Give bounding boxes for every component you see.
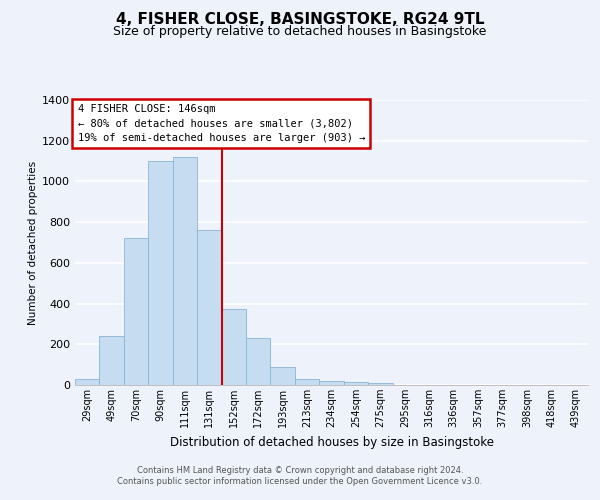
Text: 4 FISHER CLOSE: 146sqm
← 80% of detached houses are smaller (3,802)
19% of semi-: 4 FISHER CLOSE: 146sqm ← 80% of detached… — [77, 104, 365, 143]
Bar — [319, 381, 344, 385]
Bar — [75, 379, 100, 385]
Bar — [368, 384, 392, 385]
Bar — [246, 338, 271, 385]
Text: 4, FISHER CLOSE, BASINGSTOKE, RG24 9TL: 4, FISHER CLOSE, BASINGSTOKE, RG24 9TL — [116, 12, 484, 28]
Bar — [124, 238, 148, 385]
Bar — [271, 366, 295, 385]
Text: Contains HM Land Registry data © Crown copyright and database right 2024.: Contains HM Land Registry data © Crown c… — [137, 466, 463, 475]
Bar — [344, 382, 368, 385]
Bar — [197, 230, 221, 385]
Bar — [148, 161, 173, 385]
Text: Size of property relative to detached houses in Basingstoke: Size of property relative to detached ho… — [113, 25, 487, 38]
Bar — [173, 157, 197, 385]
Y-axis label: Number of detached properties: Number of detached properties — [28, 160, 38, 324]
Bar — [221, 308, 246, 385]
X-axis label: Distribution of detached houses by size in Basingstoke: Distribution of detached houses by size … — [170, 436, 493, 448]
Text: Contains public sector information licensed under the Open Government Licence v3: Contains public sector information licen… — [118, 478, 482, 486]
Bar — [100, 336, 124, 385]
Bar — [295, 379, 319, 385]
